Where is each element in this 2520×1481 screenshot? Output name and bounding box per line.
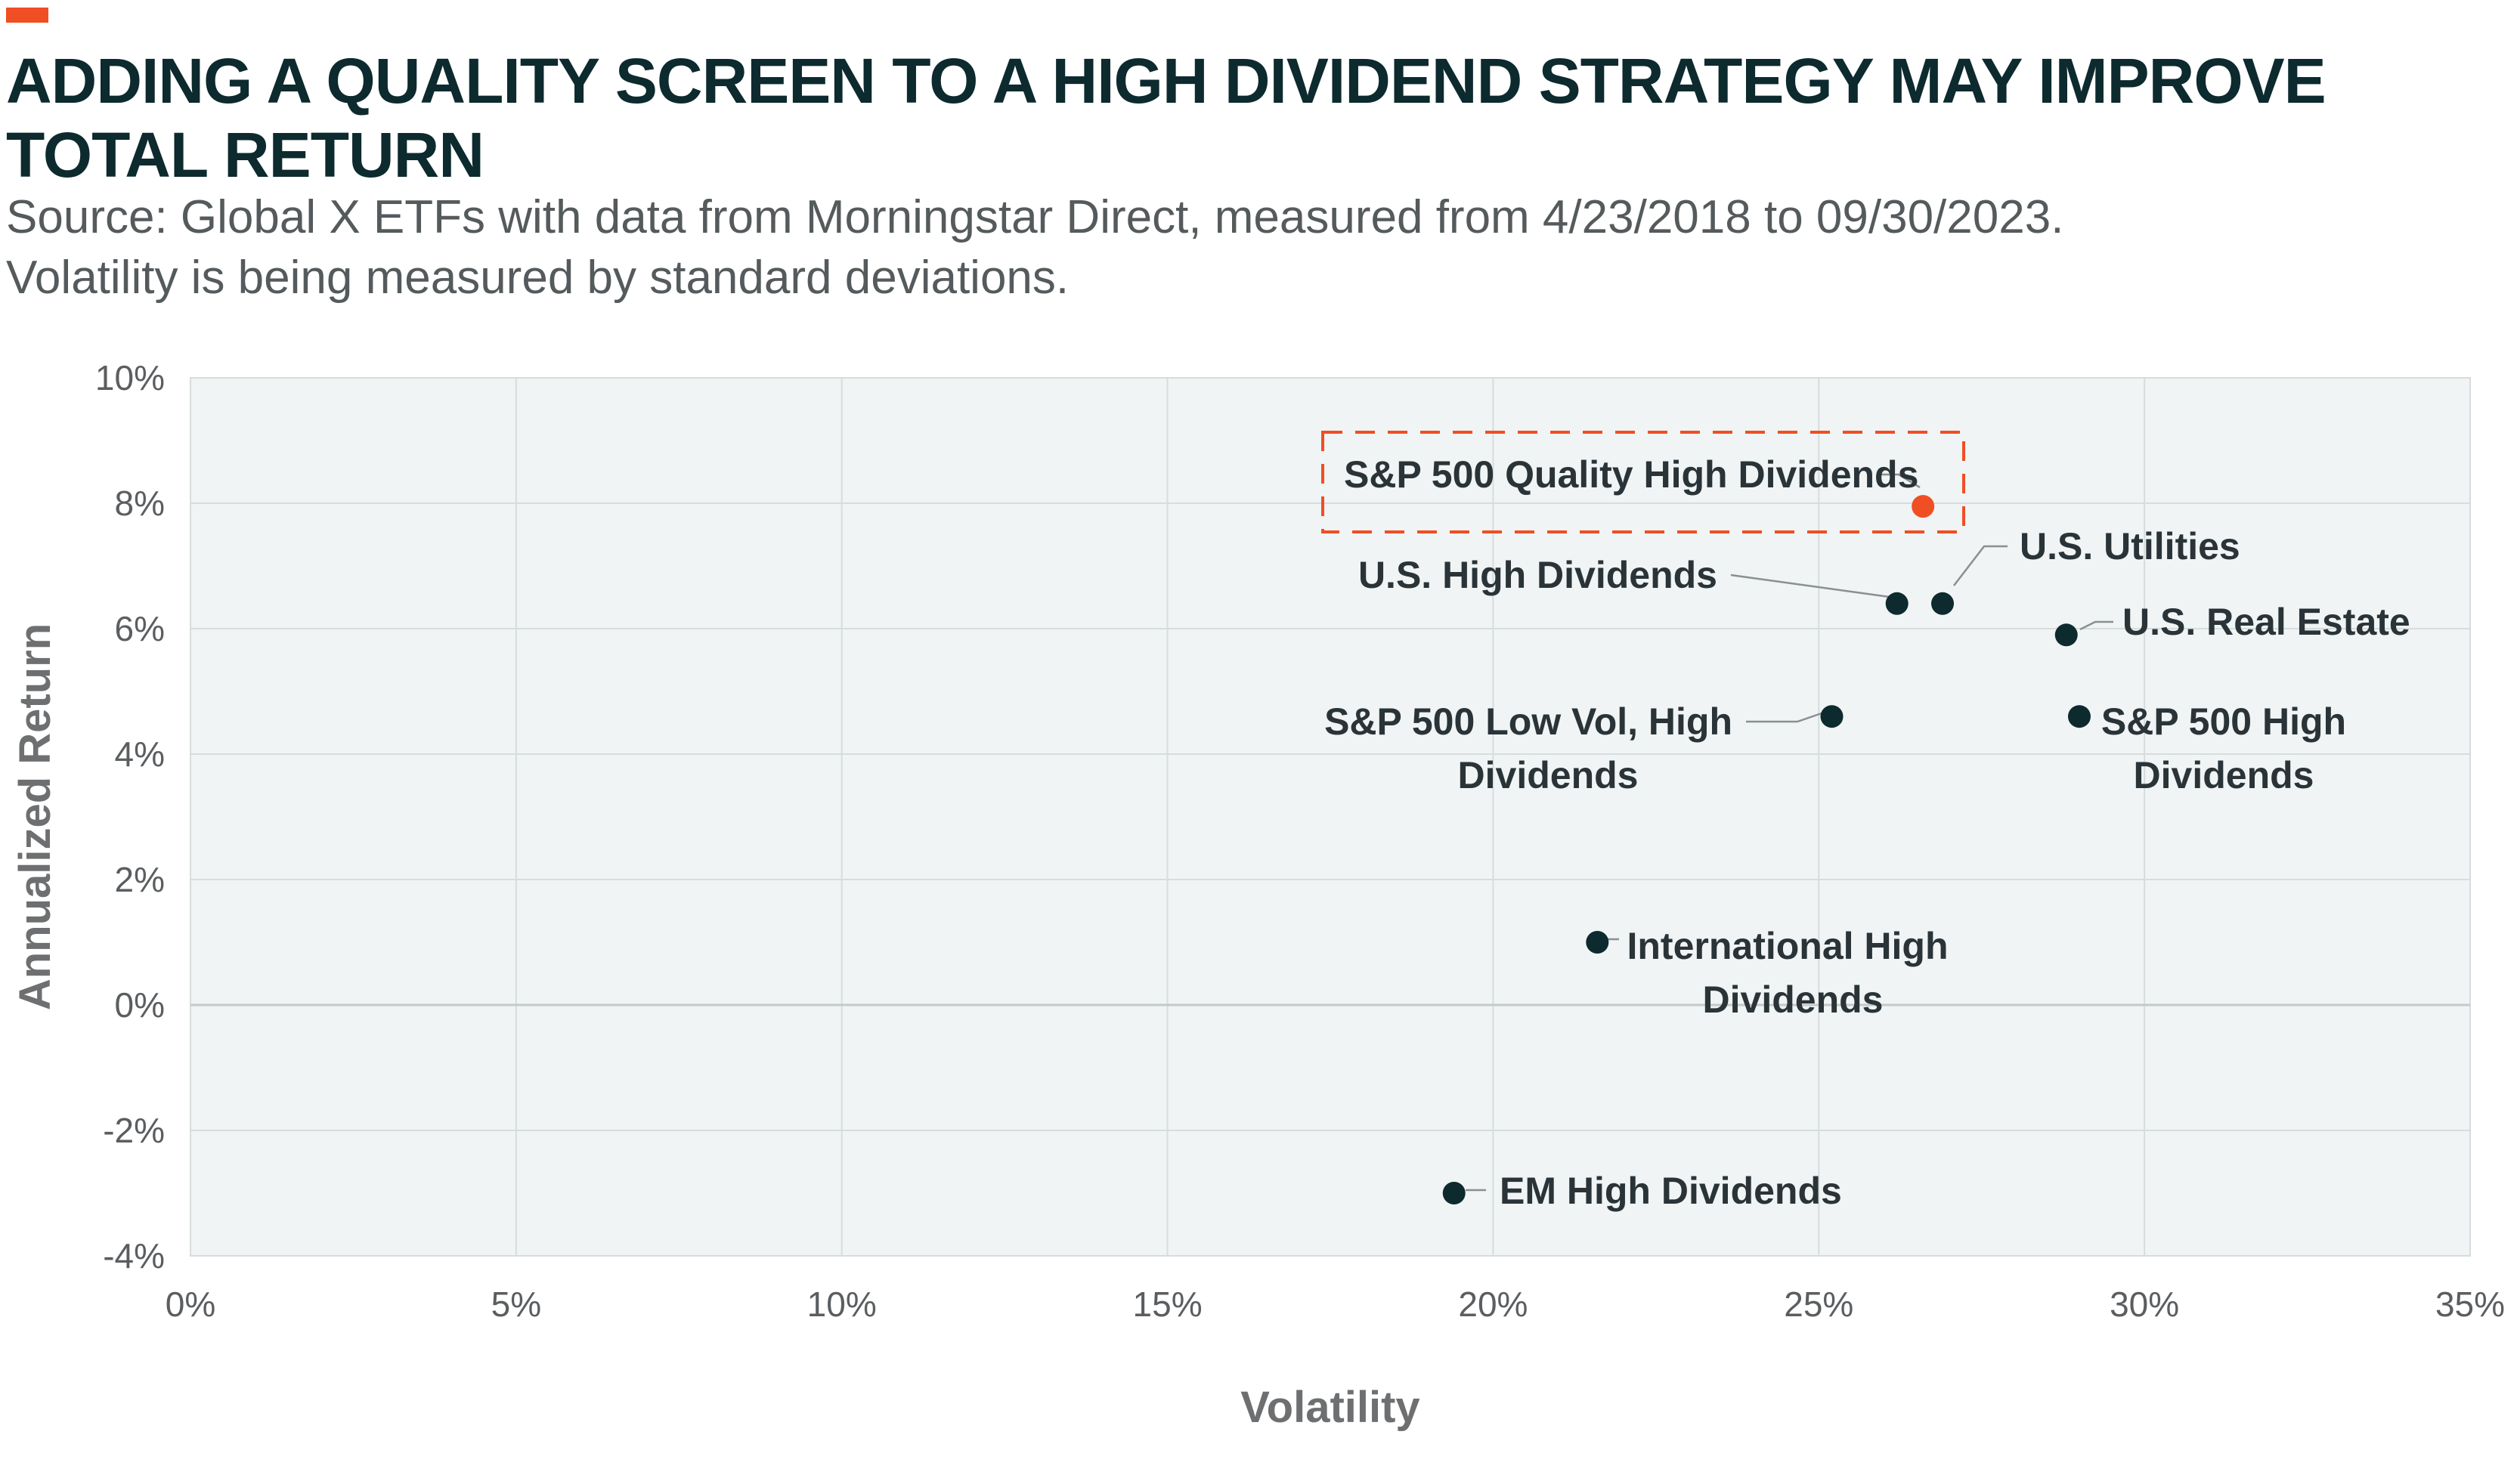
connector-line (1881, 473, 1921, 489)
connector-line (1953, 545, 2008, 586)
point-label: U.S. Real Estate (2122, 601, 2410, 643)
page-subtitle: Source: Global X ETFs with data from Mor… (6, 187, 2425, 308)
data-point (2067, 705, 2091, 728)
data-point-highlight (1912, 495, 1935, 518)
point-labels: S&P 500 Quality High Dividends U.S. High … (1324, 453, 2410, 1212)
y-tick-label: -2% (103, 1111, 165, 1150)
data-point (1586, 931, 1609, 954)
plot-area (190, 377, 2471, 1257)
point-label: S&P 500 High Dividends (2101, 700, 2346, 796)
x-axis-label: Volatility (1240, 1383, 1419, 1432)
connector-line (1730, 574, 1890, 598)
connector-line (1746, 712, 1822, 723)
data-point (1885, 592, 1909, 615)
point-label: U.S. High Dividends (1358, 554, 1717, 596)
y-tick-label: -4% (103, 1236, 165, 1275)
grid-lines (190, 377, 2471, 1257)
y-tick-label: 6% (115, 609, 165, 648)
highlight-box-group (1321, 431, 1965, 533)
data-point (2054, 623, 2078, 647)
y-tick-label: 10% (95, 358, 165, 397)
data-points (1442, 495, 2091, 1204)
x-tick-label: 30% (2110, 1285, 2179, 1324)
y-tick-label: 0% (115, 985, 165, 1025)
x-tick-label: 35% (2435, 1285, 2505, 1324)
point-label: EM High Dividends (1500, 1170, 1842, 1212)
point-label: S&P 500 Quality High Dividends (1344, 453, 1918, 496)
data-point (1442, 1182, 1466, 1204)
point-label: S&P 500 Low Vol, High Dividends (1324, 700, 1732, 796)
y-axis-ticks: 10% 8% 6% 4% 2% 0% -2% -4% (95, 358, 165, 1275)
data-point (1820, 705, 1844, 728)
accent-bar (6, 8, 48, 23)
label-connectors (1466, 473, 2113, 1192)
y-axis-label: Annualized Return (11, 623, 60, 1010)
x-tick-label: 10% (807, 1285, 877, 1324)
subtitle-source: Source: Global X ETFs with data from Mor… (6, 191, 2064, 243)
x-tick-label: 25% (1784, 1285, 1853, 1324)
subtitle-note: Volatility is being measured by standard… (6, 252, 1070, 304)
x-axis-ticks: 0% 5% 10% 15% 20% 25% 30% 35% (166, 1285, 2505, 1324)
y-tick-label: 4% (115, 734, 165, 774)
x-tick-label: 0% (166, 1285, 215, 1324)
point-label: U.S. Utilities (2020, 525, 2240, 567)
x-tick-label: 20% (1458, 1285, 1528, 1324)
highlight-box (1321, 431, 1965, 533)
x-tick-label: 15% (1133, 1285, 1203, 1324)
point-label: International High Dividends (1627, 925, 1949, 1021)
data-point (1931, 592, 1955, 615)
y-tick-label: 2% (115, 860, 165, 899)
connector-line (2079, 620, 2113, 631)
page-title: ADDING A QUALITY SCREEN TO A HIGH DIVIDE… (6, 45, 2327, 190)
x-tick-label: 5% (491, 1285, 541, 1324)
y-tick-label: 8% (115, 484, 165, 523)
